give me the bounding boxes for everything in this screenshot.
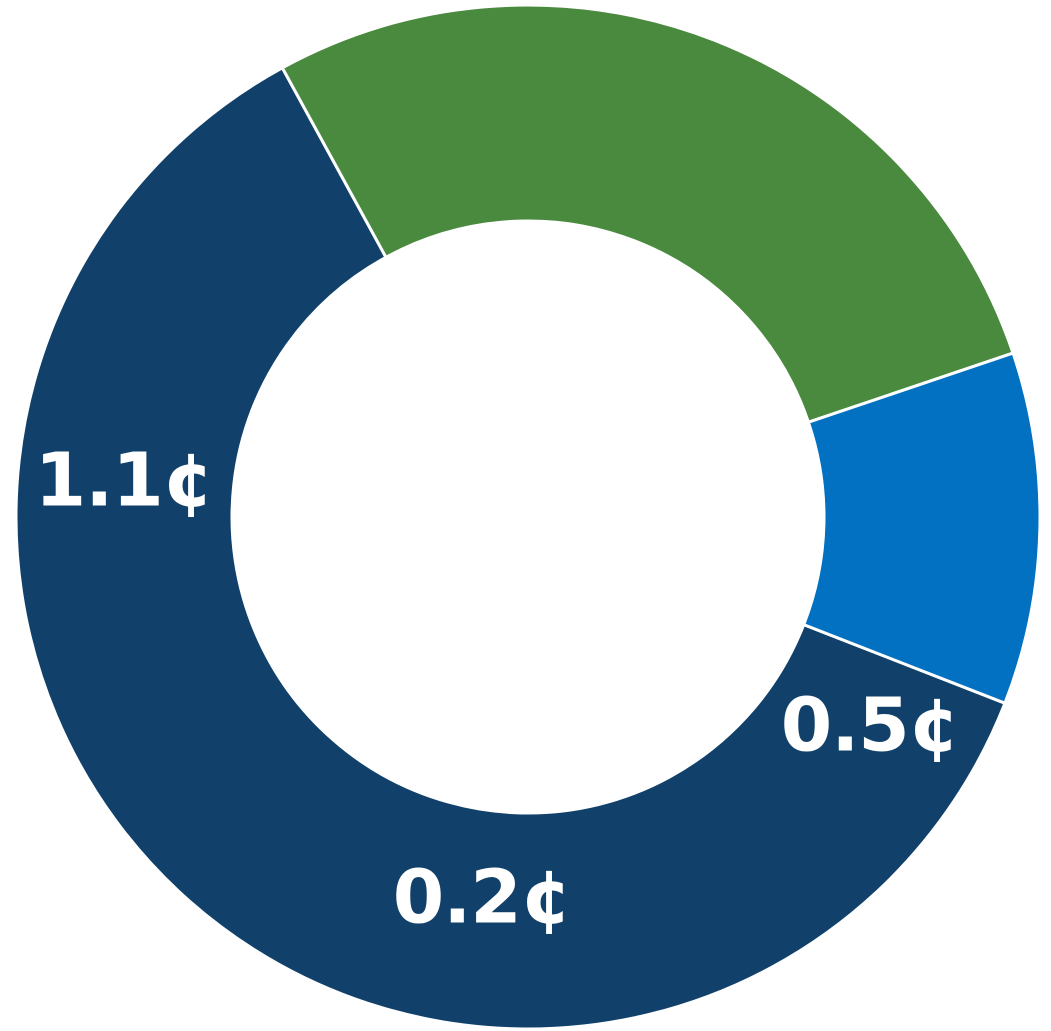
slice-label-2: 0.5¢ bbox=[781, 683, 960, 769]
donut-slices bbox=[14, 3, 1042, 1031]
donut-slice-3 bbox=[802, 351, 1042, 705]
donut-slice-2 bbox=[280, 3, 1015, 424]
slice-labels: 1.1¢ 0.5¢ 0.2¢ bbox=[35, 438, 961, 941]
donut-slice-1 bbox=[14, 66, 1007, 1031]
slice-label-3: 0.2¢ bbox=[393, 855, 572, 941]
slice-label-1: 1.1¢ bbox=[35, 438, 214, 524]
